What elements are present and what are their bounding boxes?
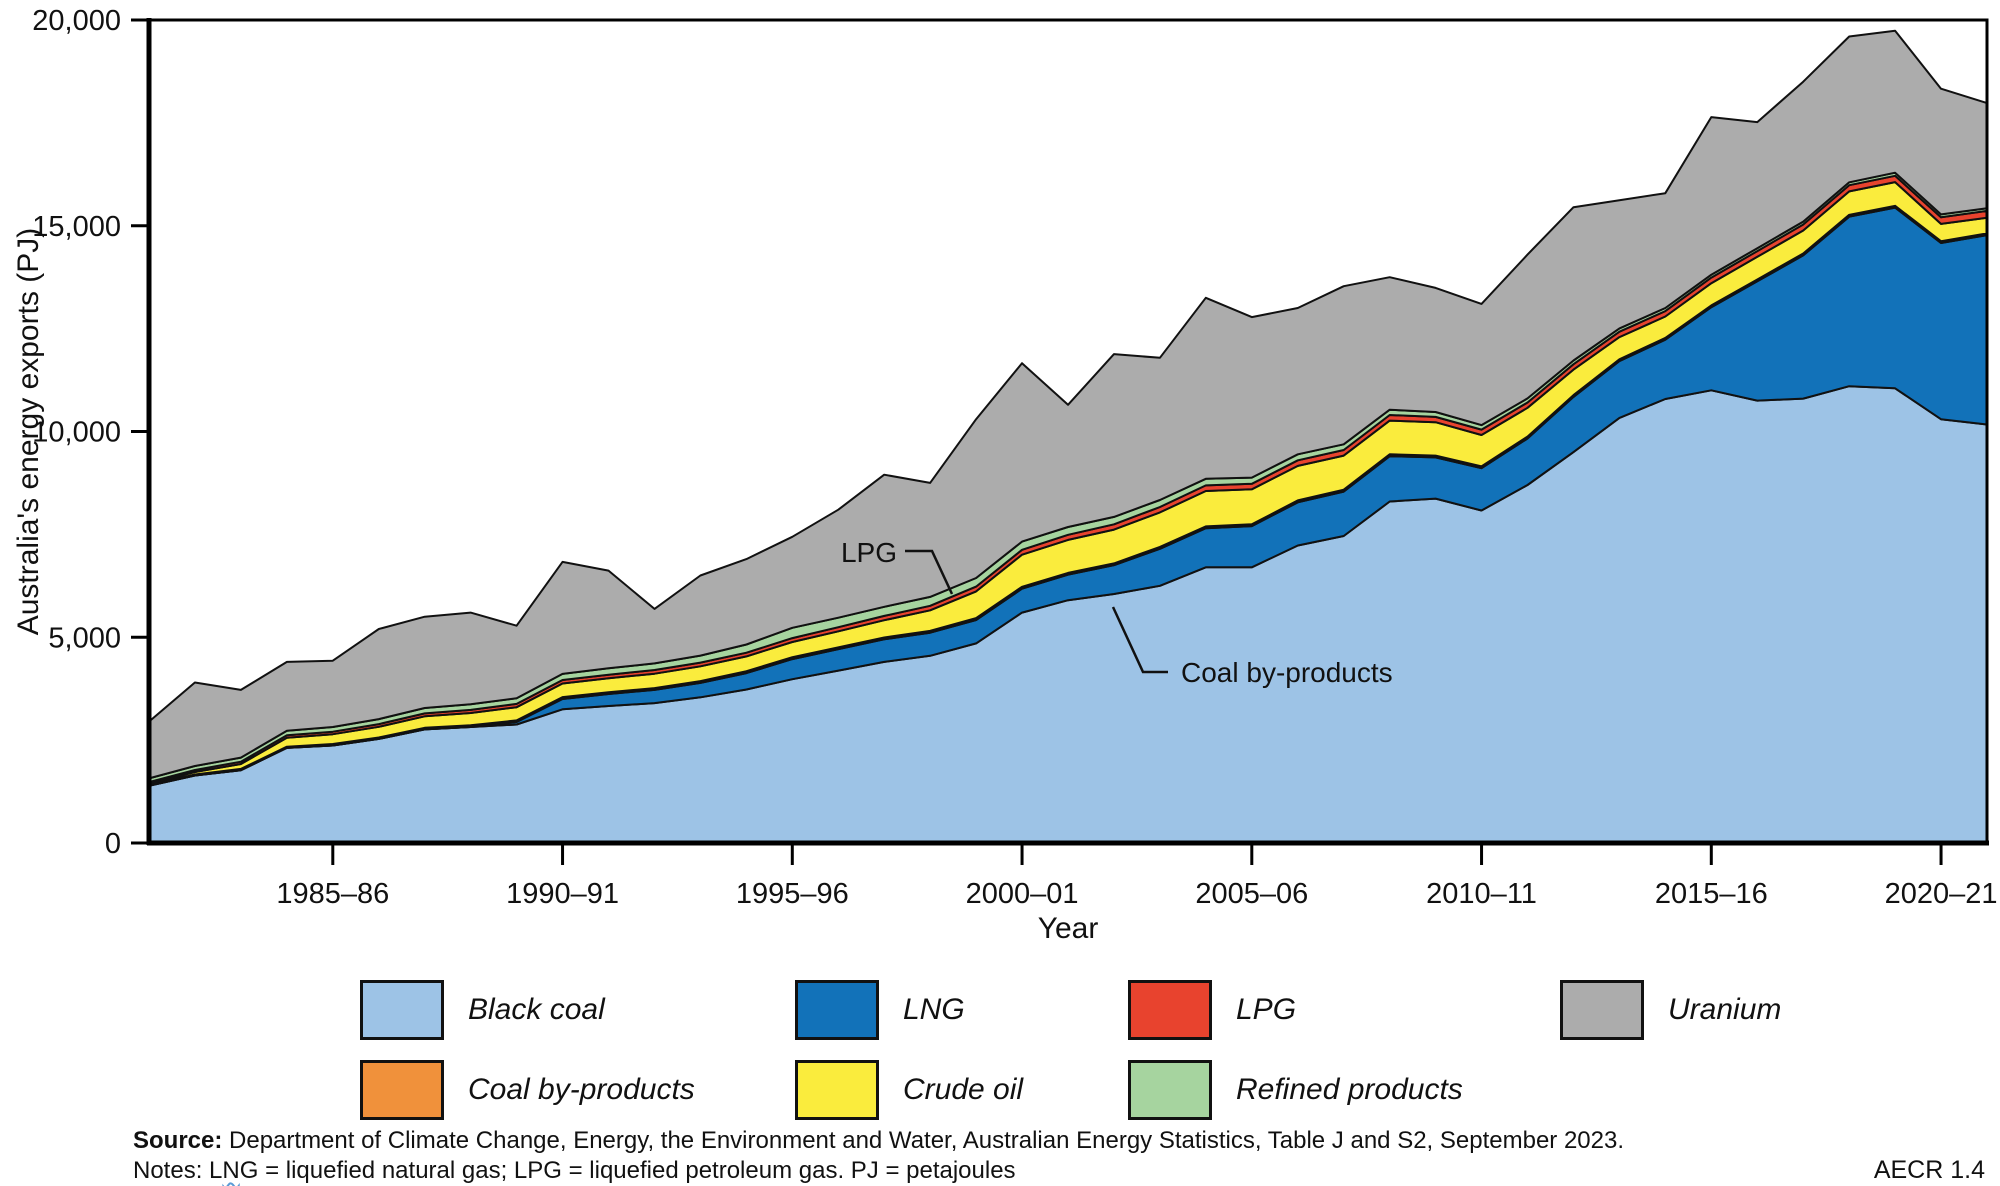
x-tick-label: 2000–01: [966, 878, 1079, 910]
source-note: Source: Department of Climate Change, En…: [133, 1127, 1624, 1155]
lpg-leader-line: [905, 549, 954, 595]
x-tick-label: 1990–91: [506, 878, 619, 910]
coal-by-products-leader-line: [1111, 606, 1168, 674]
x-tick-label: 1995–96: [736, 878, 849, 910]
x-tick-label: 1985–86: [276, 878, 389, 910]
notes-suffix: G = liquefied natural gas; LPG = liquefi…: [239, 1157, 1016, 1184]
x-tick-label: 2005–06: [1195, 878, 1308, 910]
y-tick-label: 20,000: [32, 5, 121, 37]
y-axis-title: Australia's energy exports (PJ): [12, 228, 45, 636]
x-tick-label: 2010–11: [1426, 878, 1537, 910]
notes-spellcheck-squiggle: N: [222, 1157, 240, 1184]
notes-prefix: Notes: L: [133, 1157, 223, 1184]
coal-by-products-annotation: Coal by-products: [1181, 657, 1393, 688]
figure-reference: AECR 1.4: [1873, 1156, 1985, 1184]
source-text: Department of Climate Change, Energy, th…: [222, 1127, 1625, 1154]
x-tick-label: 2020–21: [1885, 878, 1998, 910]
source-label: Source:: [133, 1127, 223, 1154]
y-tick-label: 15,000: [32, 211, 121, 243]
x-axis-title: Year: [1038, 912, 1099, 945]
y-tick-label: 5,000: [48, 622, 121, 654]
notes-line: Notes: LNG = liquefied natural gas; LPG …: [133, 1157, 1016, 1185]
x-tick-label: 2015–16: [1655, 878, 1768, 910]
lpg-annotation: LPG: [841, 537, 897, 568]
y-tick-label: 10,000: [32, 417, 121, 449]
y-tick-label: 0: [105, 828, 121, 860]
